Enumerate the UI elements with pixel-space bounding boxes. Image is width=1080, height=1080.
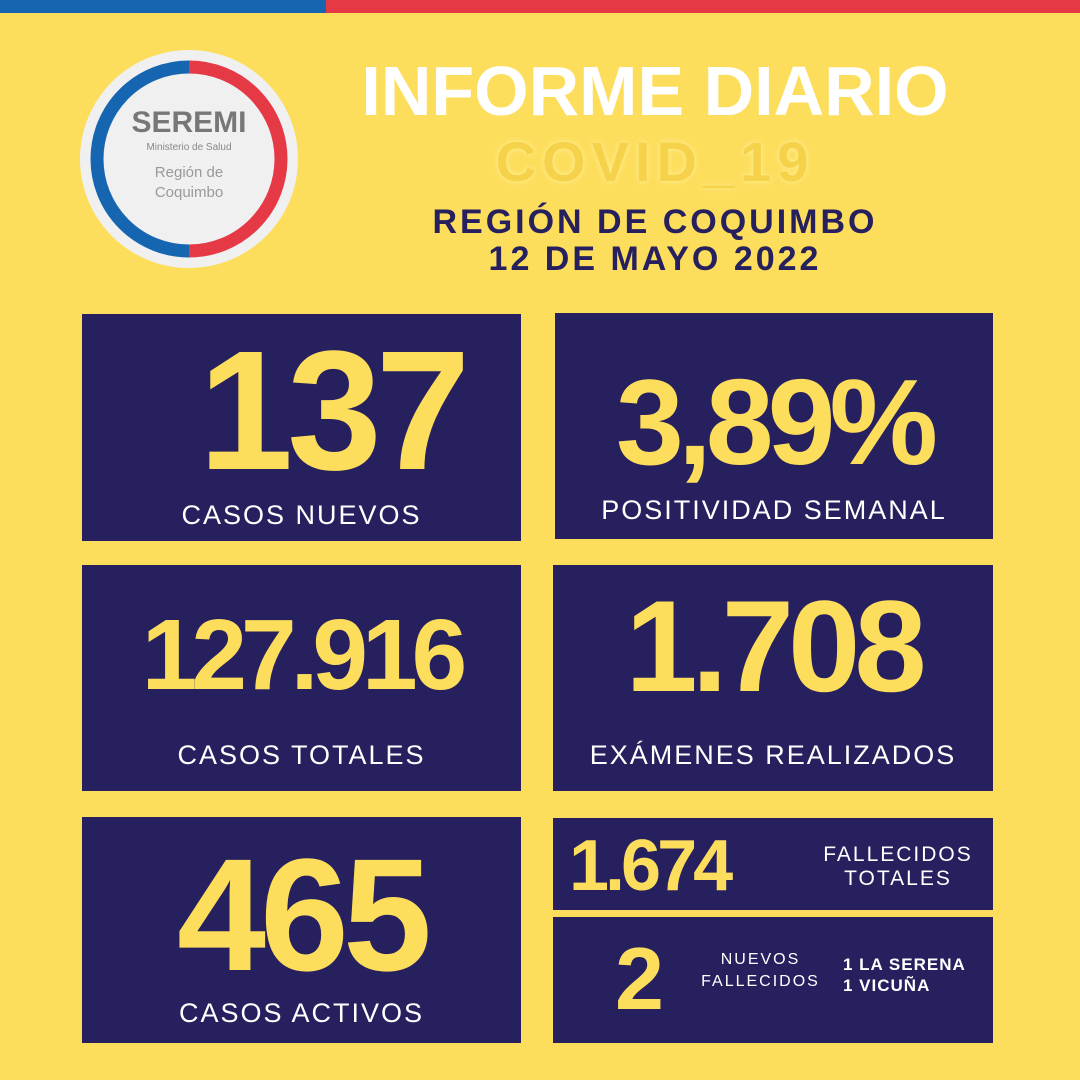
active-cases-label: CASOS ACTIVOS: [178, 998, 425, 1028]
total-deaths-card: 1.674 FALLECIDOS TOTALES: [553, 818, 993, 910]
total-deaths-label-1: FALLECIDOS: [823, 843, 973, 866]
new-deaths-value: 2: [615, 929, 664, 1028]
new-deaths-label-1: NUEVOS: [720, 951, 801, 968]
logo-region-2: Coquimbo: [154, 184, 224, 201]
total-cases-card: 127.916 CASOS TOTALES: [82, 565, 521, 791]
region-heading: REGIÓN DE COQUIMBO: [432, 203, 878, 241]
new-deaths-card: 2 NUEVOS FALLECIDOS 1 LA SERENA 1 VICUÑA: [553, 917, 993, 1043]
total-cases-label: CASOS TOTALES: [177, 740, 426, 770]
logo-title: SEREMI: [131, 106, 247, 139]
seremi-logo: SEREMI Ministerio de Salud Región de Coq…: [80, 50, 298, 268]
active-cases-card: 465 CASOS ACTIVOS: [82, 817, 521, 1043]
total-cases-value: 127.916: [141, 599, 467, 711]
top-bar-red: [326, 0, 1080, 13]
new-deaths-detail-1: 1 LA SERENA: [843, 955, 966, 974]
total-deaths-value: 1.674: [569, 826, 733, 906]
new-deaths-detail-2: 1 VICUÑA: [843, 976, 931, 995]
new-cases-card: 137 CASOS NUEVOS: [82, 314, 521, 541]
logo-ring-icon: [90, 60, 288, 258]
exams-value: 1.708: [625, 573, 926, 719]
top-bar-blue: [0, 0, 326, 13]
positivity-card: 3,89% POSITIVIDAD SEMANAL: [555, 313, 993, 539]
exams-label: EXÁMENES REALIZADOS: [589, 740, 957, 770]
new-cases-label: CASOS NUEVOS: [181, 500, 422, 530]
logo-subtitle: Ministerio de Salud: [146, 142, 232, 153]
new-deaths-label-2: FALLECIDOS: [701, 973, 820, 990]
total-deaths-label-2: TOTALES: [844, 867, 952, 890]
page-title: INFORME DIARIO: [361, 52, 949, 130]
positivity-label: POSITIVIDAD SEMANAL: [601, 495, 947, 525]
date-heading: 12 DE MAYO 2022: [488, 240, 822, 278]
new-cases-value: 137: [198, 316, 471, 506]
page-subtitle: COVID_19: [495, 130, 815, 193]
logo-region-1: Región de: [154, 164, 224, 181]
positivity-value: 3,89%: [616, 354, 938, 490]
active-cases-value: 465: [177, 825, 432, 1004]
exams-card: 1.708 EXÁMENES REALIZADOS: [553, 565, 993, 791]
